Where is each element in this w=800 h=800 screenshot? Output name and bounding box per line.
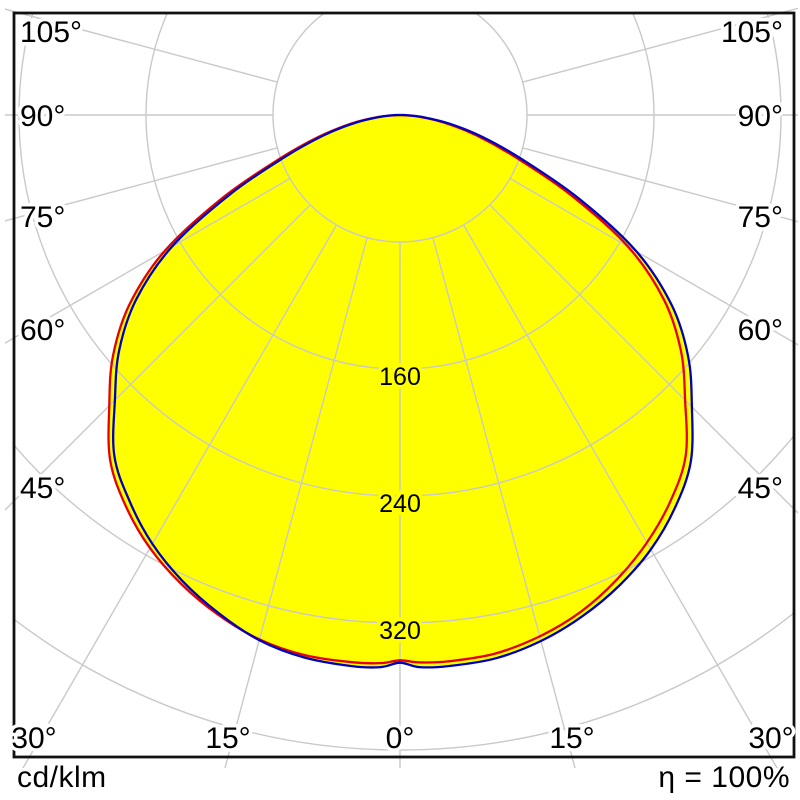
grid-circle-240 [18,13,782,497]
curve-fill-layer [108,115,693,668]
grid-ray-45 [489,204,798,514]
plot-border [12,11,796,759]
grid-ray-45 [5,204,311,511]
grid-ray-105 [5,8,278,83]
angle-label-right: 60° [738,314,783,347]
radial-value-label: 320 [379,617,421,645]
grid-ray-75 [5,147,278,222]
angle-label-left: 60° [20,314,65,347]
grid-circle-320 [14,434,794,624]
angle-label-left: 105° [20,16,82,49]
grid-circle-80 [272,13,528,243]
grid-ray-105 [522,7,798,83]
angle-label-right: 75° [738,201,783,234]
units-label: cd/klm [17,761,107,794]
angle-label-bottom: 30° [11,722,56,755]
radial-value-label: 240 [379,490,421,518]
grid-circle-400 [14,611,794,751]
angle-label-bottom: 15° [549,722,594,755]
angle-label-bottom: 15° [205,722,250,755]
grid-ray-30 [462,224,778,768]
grid-circle-160 [145,13,655,370]
grid-ray-30 [22,224,338,768]
angle-label-left: 75° [20,201,65,234]
angle-label-right: 45° [738,472,783,505]
grid-ray-60 [509,177,798,346]
grid-ray-75 [522,147,798,223]
angle-label-right: 105° [721,16,783,49]
grid-ray-60 [5,177,291,344]
c90-c270-fill [113,115,693,668]
curve-layer [107,113,694,669]
radial-value-label: 160 [379,363,421,391]
angle-label-bottom: 0° [386,722,415,755]
label-layer: 105° 90° 75° 60° 45° 105° 90° 75° 60° 45° 30° 15° 0°… [8,13,797,759]
angle-label-left: 45° [20,472,65,505]
c0-c180-curve [107,113,688,665]
c90-c270-curve [112,113,694,669]
efficiency-label: η = 100% [658,761,790,794]
angle-label-right: 90° [738,100,783,133]
angle-label-bottom: 30° [748,722,793,755]
angle-label-left: 90° [20,100,65,133]
